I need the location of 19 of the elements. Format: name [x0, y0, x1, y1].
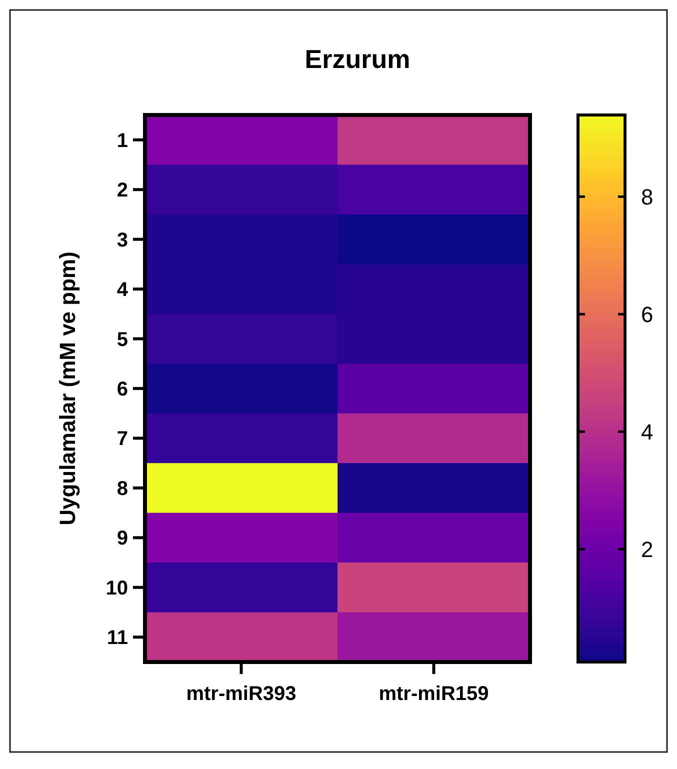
y-tick-label: 7	[116, 428, 128, 450]
y-tick-label: 2	[116, 180, 128, 202]
chart-title: Erzurum	[304, 44, 410, 74]
x-tick-label: mtr-miR159	[378, 683, 489, 705]
color-bar-label: 6	[641, 302, 654, 327]
y-tick-label: 10	[106, 577, 128, 600]
y-tick-label: 6	[116, 378, 128, 400]
color-bar-label: 2	[641, 536, 654, 562]
y-tick-label: 4	[116, 279, 129, 302]
color-bar-label: 4	[641, 419, 654, 444]
x-tick-label: mtr-miR393	[186, 683, 296, 705]
y-tick-label: 3	[116, 229, 128, 252]
y-tick-label: 9	[116, 528, 128, 550]
y-tick-label: 11	[106, 627, 128, 650]
y-tick-label: 8	[116, 478, 128, 500]
color-bar-label: 8	[641, 184, 654, 210]
y-axis-title: Uygulamalar (mM ve ppm)	[55, 252, 80, 526]
y-tick-label: 1	[116, 130, 128, 152]
y-tick-label: 5	[116, 328, 128, 351]
